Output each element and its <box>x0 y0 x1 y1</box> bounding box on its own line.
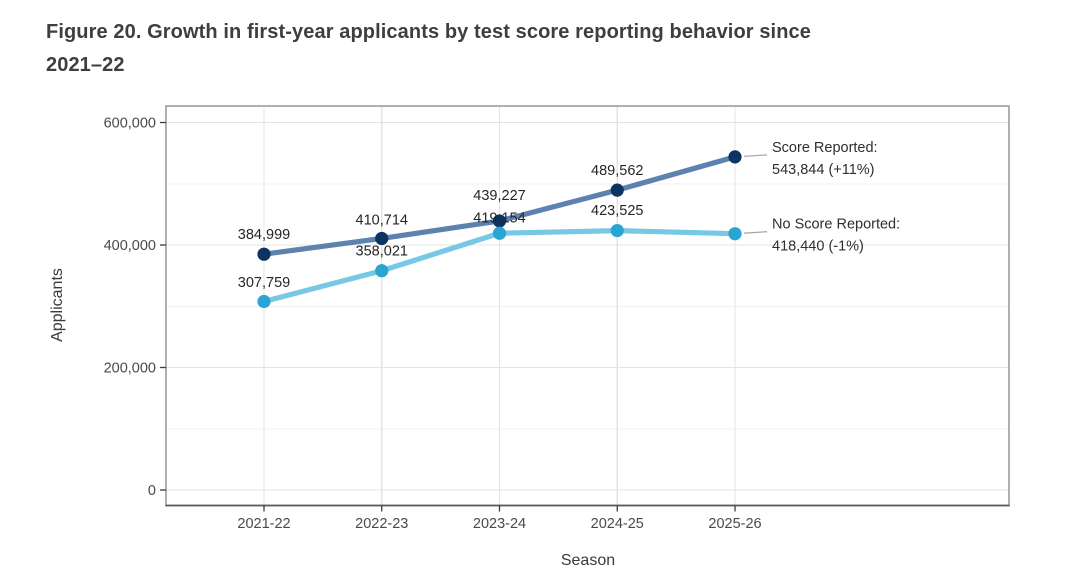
data-point <box>610 183 624 197</box>
x-axis-tick-label: 2024-25 <box>591 516 644 532</box>
x-axis-tick-label: 2025-26 <box>708 516 761 532</box>
data-point <box>257 294 271 309</box>
data-point <box>728 227 742 241</box>
end-label-leader-line <box>743 154 768 158</box>
end-label-series-name: No Score Reported: <box>772 217 900 233</box>
data-point <box>728 150 742 164</box>
y-axis-tick-label: 600,000 <box>104 116 156 132</box>
data-point-label: 410,714 <box>356 212 408 228</box>
end-label-value: 418,440 (-1%) <box>772 239 864 255</box>
data-point <box>492 214 507 228</box>
end-label-series-name: Score Reported: <box>772 140 878 156</box>
data-point-label: 384,999 <box>238 227 290 243</box>
y-axis-tick-label: 200,000 <box>104 361 156 377</box>
y-axis-tick-label: 0 <box>148 483 156 499</box>
data-point-label: 423,525 <box>591 203 643 219</box>
data-point <box>492 226 507 240</box>
data-point-label: 307,759 <box>238 275 290 291</box>
figure-title-line2: 2021–22 <box>46 54 125 76</box>
x-axis-tick-label: 2021-22 <box>237 516 290 532</box>
x-axis-tick-label: 2023-24 <box>473 516 526 532</box>
y-axis-title: Applicants <box>49 268 66 342</box>
data-point <box>375 264 389 278</box>
end-label-leader-line <box>743 231 768 234</box>
data-point-label: 419,154 <box>473 210 525 226</box>
x-axis-title: Season <box>561 552 615 569</box>
x-axis-tick-label: 2022-23 <box>355 516 408 532</box>
data-point-label: 439,227 <box>473 188 525 204</box>
data-point-label: 358,021 <box>356 244 408 260</box>
data-point <box>375 231 389 246</box>
end-label-value: 543,844 (+11%) <box>772 162 875 178</box>
data-point-label: 489,562 <box>591 163 643 179</box>
figure-title-line1: Figure 20. Growth in first-year applican… <box>46 21 811 43</box>
data-point <box>610 223 624 238</box>
y-axis-tick-label: 400,000 <box>104 238 156 254</box>
data-point <box>257 247 271 261</box>
figure-title: Figure 20. Growth in first-year applican… <box>46 16 1006 82</box>
